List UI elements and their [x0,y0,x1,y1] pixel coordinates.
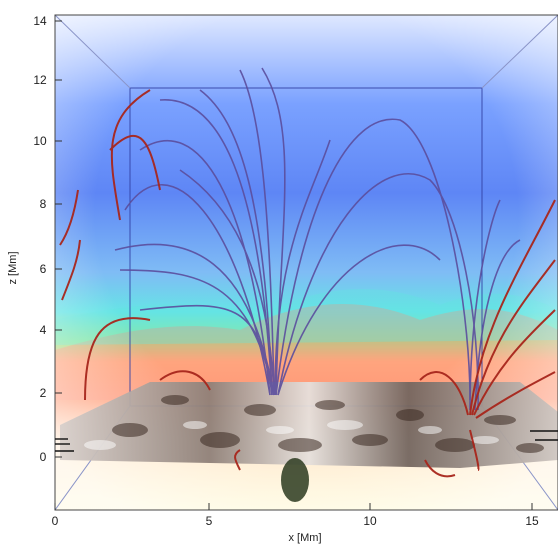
z-tick-label: 10 [33,134,47,148]
z-tick-label: 14 [33,14,47,28]
z-tick-label: 8 [40,197,47,211]
x-tick-label: 15 [525,514,539,528]
plot-frame [54,14,558,511]
x-tick-label: 5 [206,514,213,528]
z-tick-label: 2 [40,386,47,400]
x-axis: 0 5 10 15 x [Mm] [52,503,539,544]
z-tick-label: 12 [33,73,47,87]
z-tick-label: 6 [40,262,47,276]
z-tick-label: 4 [40,323,47,337]
photosphere-slab [60,382,558,502]
z-markers [55,430,558,452]
z-axis-label: z [Mm] [7,252,19,285]
z-axis: 14 12 10 8 6 4 2 0 z [Mm] [7,14,62,464]
x-tick-label: 0 [52,514,59,528]
x-tick-label: 10 [363,514,377,528]
subsurface-blob [281,458,309,502]
x-axis-label: x [Mm] [289,532,322,544]
z-tick-label: 0 [40,450,47,464]
field-lines-red [59,89,556,478]
